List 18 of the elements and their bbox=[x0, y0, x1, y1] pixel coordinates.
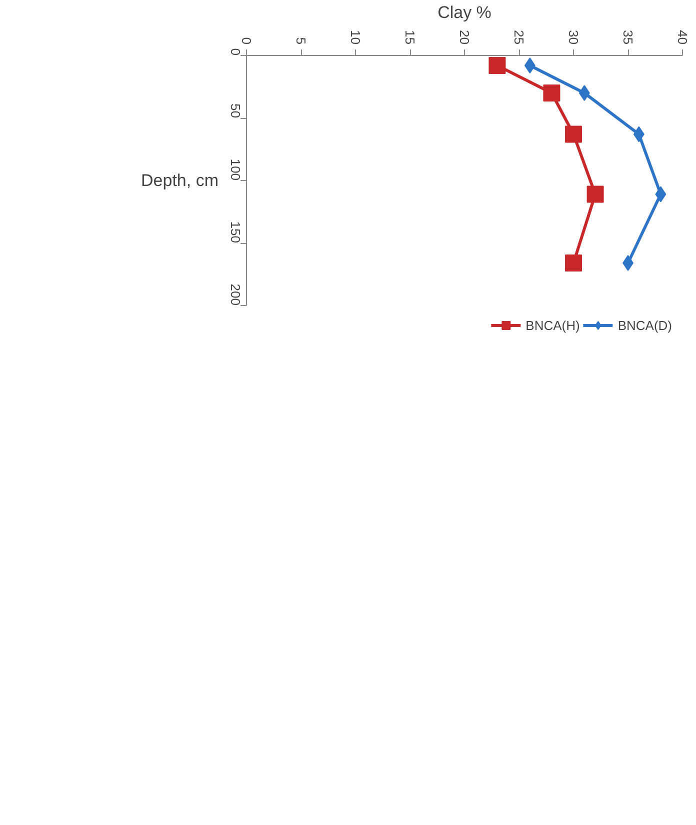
y-tick-label: 0 bbox=[228, 48, 243, 56]
x-tick-label: 0 bbox=[239, 37, 254, 45]
x-tick-label: 15 bbox=[402, 30, 418, 45]
y-tick-label: 100 bbox=[228, 158, 243, 181]
x-tick-label: 40 bbox=[675, 30, 690, 45]
x-tick-label: 35 bbox=[620, 30, 636, 45]
y-tick-label: 50 bbox=[228, 104, 243, 118]
x-tick-label: 30 bbox=[566, 30, 581, 45]
x-tick-label: 10 bbox=[348, 30, 363, 45]
x-tick-label: 25 bbox=[512, 30, 526, 45]
y-axis-title: Depth, cm bbox=[141, 171, 219, 190]
legend-label: BNCA(D) bbox=[618, 318, 672, 332]
y-tick-label: 150 bbox=[228, 221, 243, 244]
x-tick-label: 5 bbox=[294, 37, 308, 45]
legend-label: BNCA(H) bbox=[526, 318, 580, 332]
y-tick-label: 200 bbox=[228, 284, 243, 306]
x-axis-title: Clay % bbox=[438, 3, 492, 22]
x-tick-label: 20 bbox=[457, 30, 472, 45]
